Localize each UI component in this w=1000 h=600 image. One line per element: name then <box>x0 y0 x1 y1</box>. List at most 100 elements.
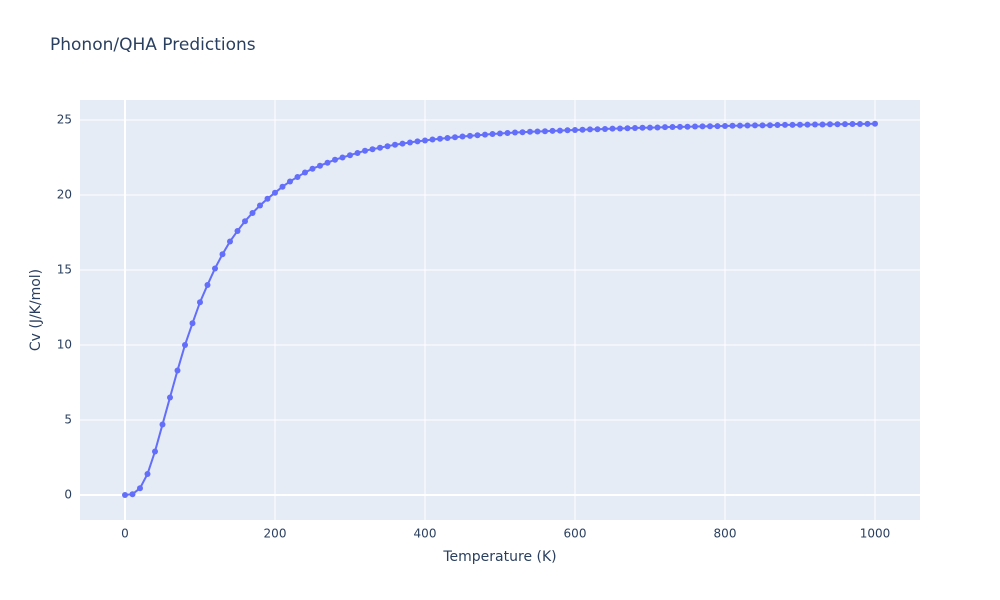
point <box>129 491 136 498</box>
point <box>167 394 173 401</box>
point <box>339 154 346 161</box>
point <box>137 485 143 492</box>
point <box>662 124 668 131</box>
point <box>624 125 631 132</box>
point <box>384 143 391 150</box>
point <box>579 126 586 133</box>
point <box>392 141 398 148</box>
point <box>212 265 218 272</box>
y-tick-label: 25 <box>57 112 72 126</box>
point <box>699 123 706 130</box>
point <box>482 131 488 138</box>
point <box>264 195 271 202</box>
point <box>654 124 661 131</box>
point <box>572 127 578 133</box>
x-tick-label: 200 <box>264 527 287 541</box>
point <box>744 122 751 129</box>
point <box>377 144 383 151</box>
point <box>677 123 683 130</box>
point <box>542 128 548 135</box>
point <box>122 491 128 498</box>
x-tick-label: 1000 <box>860 527 891 541</box>
point <box>864 120 871 127</box>
point <box>617 125 623 132</box>
point <box>497 130 503 137</box>
y-axis-title: Cv (J/K/mol) <box>28 269 44 351</box>
point <box>759 122 766 129</box>
point <box>684 123 691 130</box>
chart-title: Phonon/QHA Predictions <box>50 35 256 55</box>
point <box>152 448 158 455</box>
point <box>362 147 368 154</box>
point <box>459 133 466 140</box>
point <box>722 122 728 129</box>
point <box>774 122 781 129</box>
point <box>354 149 361 156</box>
y-tick-label: 0 <box>64 487 72 501</box>
point <box>564 127 571 134</box>
point <box>429 136 436 143</box>
point <box>399 140 406 147</box>
point <box>317 162 323 169</box>
y-tick-label: 10 <box>57 337 72 351</box>
point <box>782 121 788 128</box>
point <box>414 138 421 145</box>
point <box>789 121 796 128</box>
point <box>767 122 773 129</box>
point <box>669 124 676 130</box>
point <box>347 152 353 159</box>
point <box>474 132 481 139</box>
point <box>827 121 833 128</box>
point <box>324 159 331 166</box>
point <box>272 189 278 196</box>
point <box>804 121 811 128</box>
point <box>309 165 316 172</box>
point <box>587 126 593 133</box>
point <box>437 135 443 142</box>
point <box>797 121 803 128</box>
point <box>729 122 736 129</box>
point <box>227 238 233 245</box>
point <box>504 130 511 136</box>
y-tick-label: 5 <box>64 412 72 426</box>
point <box>369 146 376 153</box>
x-tick-label: 400 <box>414 527 437 541</box>
point <box>174 367 181 374</box>
point <box>242 218 248 225</box>
point <box>714 123 721 130</box>
point <box>144 470 151 477</box>
point <box>557 127 563 134</box>
point <box>519 129 526 136</box>
point <box>527 128 533 135</box>
marks <box>122 120 878 498</box>
x-tick-label: 600 <box>564 527 587 541</box>
point <box>189 320 196 327</box>
point <box>872 120 878 127</box>
point <box>279 183 286 190</box>
x-tick-label: 800 <box>714 527 737 541</box>
point <box>444 134 451 141</box>
point <box>849 121 856 127</box>
point <box>692 123 698 130</box>
point <box>159 421 166 428</box>
y-tick-label: 20 <box>57 187 72 201</box>
point <box>707 123 713 130</box>
point <box>294 173 301 180</box>
point <box>842 121 848 128</box>
point <box>182 341 188 348</box>
point <box>422 137 428 144</box>
point <box>549 127 556 134</box>
point <box>249 209 256 216</box>
x-tick-label: 0 <box>121 527 129 541</box>
point <box>287 178 293 185</box>
point <box>609 125 616 132</box>
point <box>512 129 518 136</box>
plot-area <box>80 100 920 520</box>
x-axis-title: Temperature (K) <box>442 549 556 565</box>
point <box>204 281 211 288</box>
point <box>407 139 413 146</box>
point <box>647 124 653 131</box>
point <box>857 121 863 127</box>
point <box>752 122 758 129</box>
